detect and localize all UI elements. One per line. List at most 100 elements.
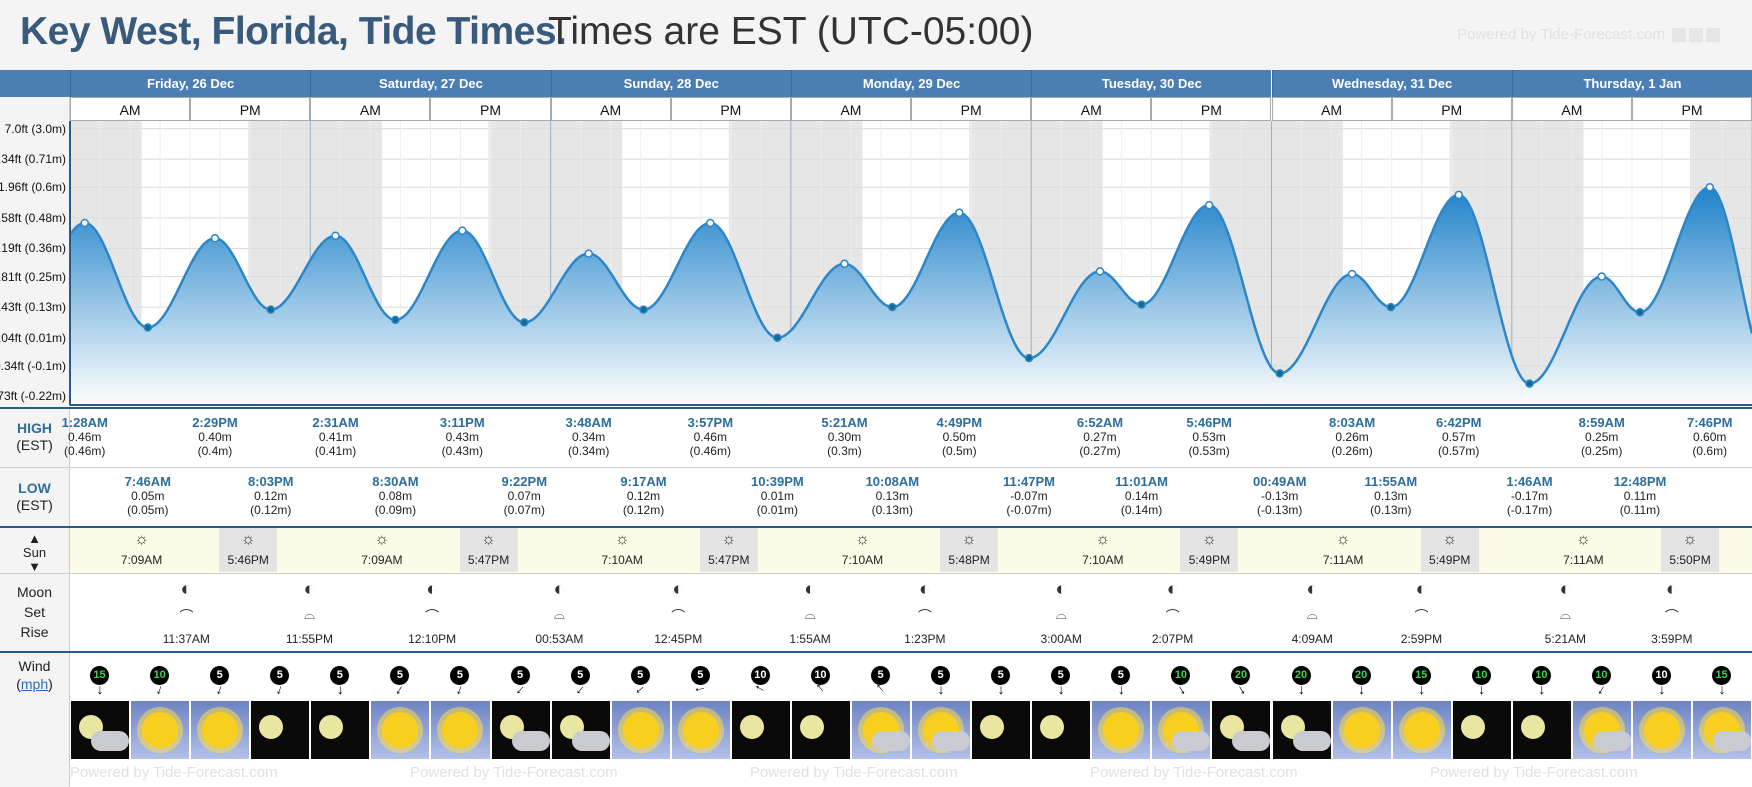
- tide-height: 0.14m: [1124, 489, 1159, 503]
- wind-speed-badge: 5: [1051, 666, 1071, 685]
- sunset-time: 5:47PM: [467, 553, 510, 567]
- wind-speed-badge: 5: [210, 666, 230, 685]
- tide-time: 11:01AM: [1115, 474, 1168, 489]
- brand-logo-icon: [1672, 28, 1686, 43]
- powered-by-link[interactable]: Powered by Tide-Forecast.com: [1457, 26, 1720, 43]
- tide-time: 2:29PM: [192, 415, 238, 430]
- tide-height: 0.46m: [68, 430, 102, 444]
- tide-height-alt: (0.46m): [64, 444, 106, 458]
- wind-speed-badge: 20: [1291, 666, 1311, 685]
- tide-time: 3:11PM: [439, 415, 485, 430]
- wind-speed-badge: 5: [570, 666, 590, 685]
- moonrise-icon: ⌒: [1165, 608, 1180, 624]
- y-tick-label: 7.0ft (3.0m): [4, 121, 66, 136]
- sunrise-icon: ☼: [614, 531, 630, 548]
- low-tide-cell: 00:49AM -0.13m (-0.13m): [1251, 475, 1309, 518]
- moonrise-time: 12:10PM: [408, 632, 457, 646]
- high-tide-point: [840, 259, 849, 269]
- tide-height-alt: (0.4m): [197, 444, 233, 458]
- tide-time: 1:28AM: [61, 415, 108, 430]
- moonset-icon: ⌓: [1055, 606, 1067, 622]
- low-tide-point: [773, 333, 782, 342]
- sunrise-time: 7:10AM: [841, 553, 884, 567]
- high-tide-point: [80, 218, 89, 228]
- sun-icon: [622, 712, 659, 748]
- high-row-label: HIGH (EST): [16, 420, 53, 453]
- high-tide-point: [210, 234, 220, 243]
- high-tide-cell: 5:46PM 0.53m (0.53m): [1180, 416, 1238, 459]
- high-tide-cell: 6:52AM 0.27m (0.27m): [1071, 416, 1129, 459]
- wind-direction-icon: ↓: [1057, 681, 1065, 697]
- sunrise-time: 7:11AM: [1322, 553, 1364, 567]
- day-header: Saturday, 27 Dec: [310, 70, 551, 97]
- wind-speed-badge: 5: [630, 666, 650, 685]
- high-tide-cell: 6:42PM 0.57m (0.57m): [1430, 416, 1488, 459]
- sunrise-time: 7:10AM: [601, 553, 643, 567]
- tide-time: 1:46AM: [1506, 474, 1553, 489]
- high-tide-cell: 3:57PM 0.46m (0.46m): [681, 416, 739, 459]
- high-tide-point: [1454, 190, 1463, 200]
- low-tide-point: [1024, 353, 1034, 363]
- tide-time: 2:31AM: [312, 415, 359, 430]
- sunset-highlight: [1420, 528, 1479, 572]
- row-label-column: [0, 70, 70, 787]
- tide-time: 7:46PM: [1686, 415, 1733, 430]
- row-divider: [0, 526, 1752, 528]
- low-tide-cell: 9:17AM 0.12m (0.12m): [615, 475, 673, 518]
- moon-weather-icon: [731, 701, 790, 759]
- tide-height: 0.46m: [693, 430, 727, 444]
- tide-height-alt: (0.34m): [567, 444, 610, 458]
- low-tide-point: [639, 305, 648, 314]
- moon-weather-icon: [791, 701, 850, 759]
- tide-height: 0.13m: [875, 489, 909, 503]
- wind-direction-icon: ↓: [1358, 681, 1366, 697]
- low-tide-point: [391, 315, 400, 325]
- low-tide-cell: 10:39PM 0.01m (0.01m): [748, 475, 806, 518]
- wind-unit-link[interactable]: mph: [20, 676, 49, 692]
- tide-height: -0.13m: [1261, 489, 1299, 503]
- wind-speed-badge: 5: [1111, 666, 1131, 685]
- moon-weather-icon: [1452, 701, 1511, 759]
- wind-speed-badge: 5: [931, 666, 951, 685]
- y-tick-label: 1.19ft (0.36m): [0, 241, 66, 256]
- tide-height: 0.41m: [318, 430, 353, 444]
- high-tide-cell: 5:21AM 0.30m (0.3m): [815, 416, 873, 459]
- cloud-icon: [871, 731, 910, 751]
- wind-direction-icon: ↓: [214, 680, 227, 698]
- pm-label: PM: [1151, 97, 1272, 121]
- moon-icon: [1460, 715, 1485, 739]
- am-label: AM: [70, 97, 191, 121]
- pm-label: PM: [1391, 97, 1512, 121]
- moonset-icon: ⌓: [1306, 606, 1318, 622]
- moon-cloud-weather-icon: [71, 701, 130, 759]
- moonrise-icon: ⌒: [1664, 608, 1679, 624]
- wind-speed-badge: 5: [270, 666, 290, 685]
- tide-height-alt: (-0.13m): [1257, 503, 1303, 517]
- y-tick-label: -0.34ft (-0.1m): [0, 358, 66, 373]
- tide-height: 0.60m: [1693, 430, 1727, 444]
- moon-weather-icon: [1032, 701, 1091, 759]
- sunset-icon: ☼: [721, 531, 737, 548]
- wind-direction-icon: ↓: [1117, 681, 1125, 697]
- wind-speed-badge: 15: [1712, 666, 1732, 685]
- powered-by-text: Powered by Tide-Forecast.com: [1457, 26, 1665, 43]
- sun-icon: [382, 712, 419, 748]
- tide-height-alt: (0.14m): [1120, 503, 1163, 517]
- tide-height-alt: (0.07m): [503, 503, 545, 517]
- sun-weather-icon: [1332, 701, 1391, 759]
- low-tide-point: [1635, 307, 1645, 317]
- moon-cloud-weather-icon: [1272, 701, 1331, 759]
- moon-weather-icon: [972, 701, 1031, 759]
- sunset-icon: ☼: [961, 531, 977, 548]
- high-tide-cell: 2:29PM 0.40m (0.4m): [186, 415, 244, 459]
- sunset-highlight: [940, 528, 999, 572]
- sunrise-icon: ☼: [1335, 531, 1351, 548]
- high-tide-cell: 8:59AM 0.25m (0.25m): [1573, 416, 1631, 459]
- sun-weather-icon: [371, 701, 430, 759]
- wind-speed-badge: 5: [330, 666, 350, 685]
- sunset-time: 5:50PM: [1669, 553, 1711, 567]
- sunset-icon: ☼: [1682, 531, 1698, 548]
- tide-height: 0.11m: [1623, 489, 1657, 503]
- moonset-time: 00:53AM: [535, 632, 584, 646]
- tide-height-alt: (0.43m): [441, 444, 483, 458]
